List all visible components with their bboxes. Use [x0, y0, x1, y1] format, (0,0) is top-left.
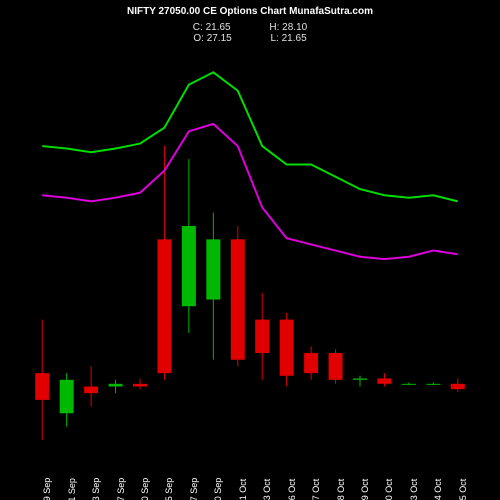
- x-tick-label: 11 Sep: [67, 478, 72, 500]
- x-tick-label: 20 Sep: [140, 478, 145, 500]
- x-tick-label: 06 Oct: [287, 479, 292, 500]
- x-tick-label: 15 Oct: [458, 479, 463, 500]
- plot-area: [30, 60, 470, 440]
- x-tick-label: 10 Oct: [384, 479, 389, 500]
- x-tick-label: 09 Oct: [360, 479, 365, 500]
- x-tick-label: 25 Sep: [164, 478, 169, 500]
- open-value: O: 27.15: [193, 33, 231, 44]
- x-axis: 09 Sep 11 Sep 13 Sep 17 Sep 20 Sep 25 Sep 27 S…: [30, 442, 470, 497]
- x-tick-label: 08 Oct: [336, 479, 341, 500]
- x-tick-label: 27 Sep: [189, 478, 194, 500]
- low-value: L: 21.65: [271, 33, 307, 44]
- x-tick-label: 07 Oct: [311, 479, 316, 500]
- x-tick-label: 03 Oct: [262, 479, 267, 500]
- close-value: C: 21.65: [193, 22, 231, 33]
- ohlc-display: C: 21.65 H: 28.10 O: 27.15 L: 21.65: [0, 22, 500, 44]
- high-value: H: 28.10: [269, 22, 307, 33]
- x-tick-label: 01 Oct: [238, 479, 243, 500]
- x-tick-label: 09 Sep: [42, 478, 47, 500]
- x-tick-label: 13 Sep: [91, 478, 96, 500]
- chart-title: NIFTY 27050.00 CE Options Chart MunafaSu…: [0, 6, 500, 17]
- x-tick-label: 13 Oct: [409, 479, 414, 500]
- x-tick-label: 17 Sep: [116, 478, 121, 500]
- x-tick-label: 14 Oct: [433, 479, 438, 500]
- x-tick-label: 30 Sep: [213, 478, 218, 500]
- candlestick-chart: [30, 60, 470, 440]
